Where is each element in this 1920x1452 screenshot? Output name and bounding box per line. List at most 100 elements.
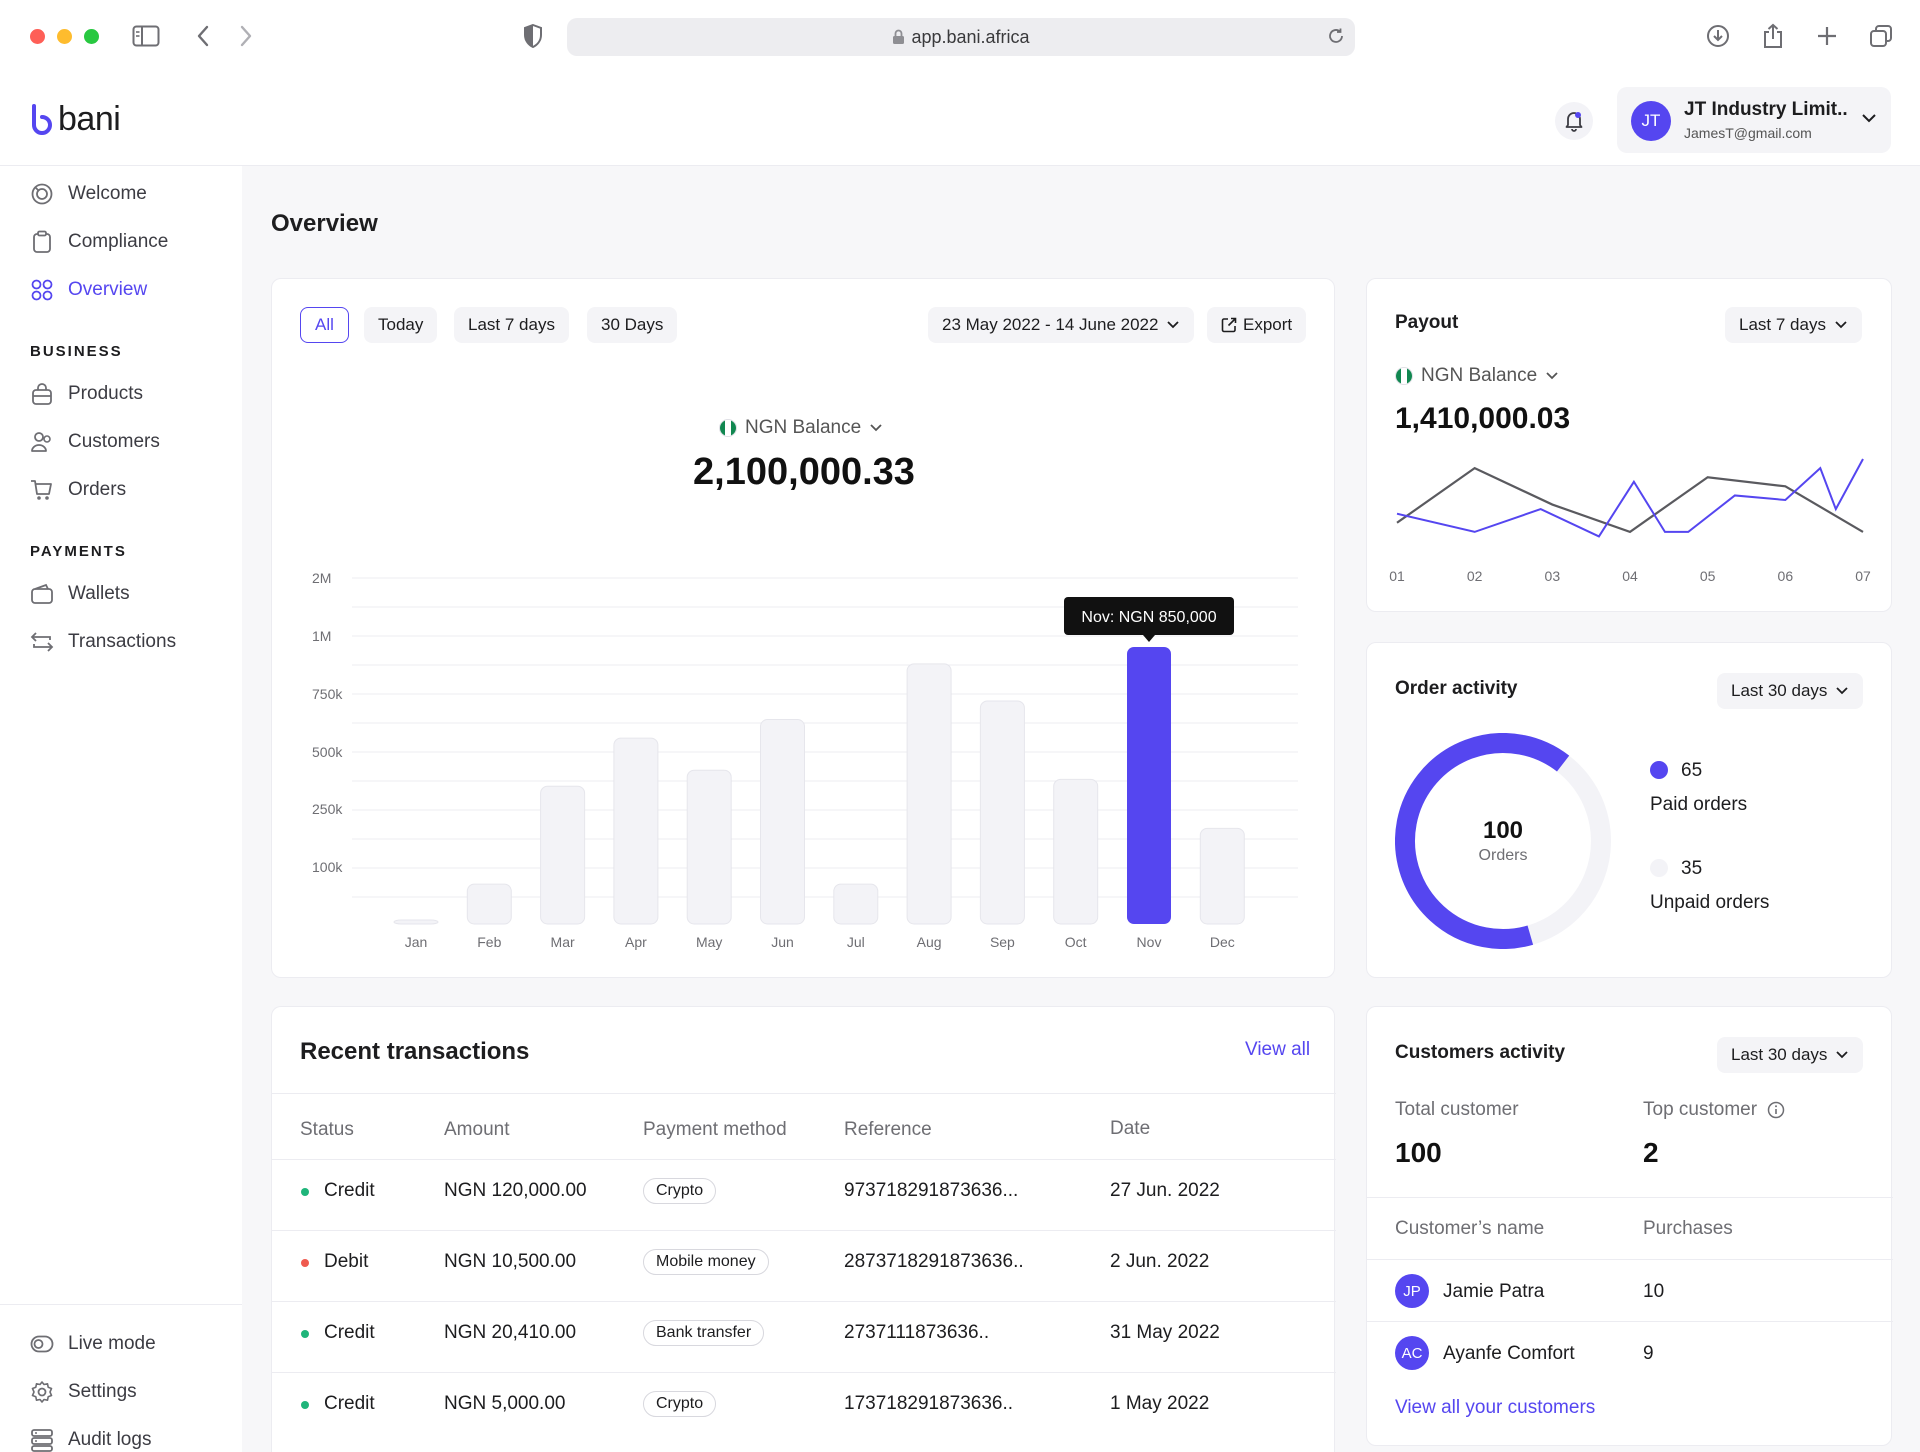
date-range-picker[interactable]: 23 May 2022 - 14 June 2022 bbox=[928, 307, 1195, 343]
x-tick-label: Sep bbox=[990, 934, 1015, 950]
close-window-button[interactable] bbox=[30, 29, 45, 44]
bar-tooltip-text: Nov: NGN 850,000 bbox=[1081, 609, 1216, 626]
view-all-customers-link[interactable]: View all your customers bbox=[1395, 1397, 1596, 1418]
chevron-down-icon bbox=[1862, 114, 1876, 123]
filter-today-button[interactable]: Today bbox=[364, 307, 438, 343]
x-tick-label: Jul bbox=[847, 934, 865, 950]
sidebar-item-label: Transactions bbox=[68, 631, 177, 652]
account-switcher[interactable]: JT JT Industry Limit.. JamesT@gmail.com bbox=[1617, 87, 1891, 153]
filter-30-days-button[interactable]: 30 Days bbox=[587, 307, 678, 343]
orders-donut-chart bbox=[1395, 733, 1611, 949]
bar-jan bbox=[393, 919, 439, 925]
info-icon[interactable] bbox=[1767, 1101, 1785, 1119]
monthly-bar-chart: 2M 1M 750k 500k 250k 100k Jan Feb Mar Apr May Jun Ju… bbox=[312, 570, 1298, 950]
maximize-window-button[interactable] bbox=[84, 29, 99, 44]
sidebar-item-transactions[interactable]: Transactions bbox=[30, 630, 176, 654]
sidebar-item-label: Compliance bbox=[68, 231, 169, 252]
filter-all-button[interactable]: All bbox=[300, 307, 349, 343]
sidebar-item-customers[interactable]: Customers bbox=[30, 430, 160, 454]
order-activity-title: Order activity bbox=[1395, 678, 1518, 699]
customers-activity-card: Customers activity Last 30 days Total cu… bbox=[1366, 1006, 1893, 1446]
bar-feb bbox=[466, 883, 512, 925]
customer-avatar: JP bbox=[1395, 1274, 1429, 1308]
external-link-icon bbox=[1221, 317, 1237, 333]
back-icon[interactable] bbox=[185, 18, 221, 54]
row-divider bbox=[272, 1159, 1336, 1160]
bar-tooltip-arrow bbox=[1143, 635, 1155, 642]
bar-sep bbox=[979, 700, 1025, 925]
sidebar-item-compliance[interactable]: Compliance bbox=[30, 230, 168, 254]
payout-series-gray bbox=[1396, 466, 1864, 534]
share-icon[interactable] bbox=[1755, 18, 1791, 54]
column-header-payment-method: Payment method bbox=[643, 1119, 787, 1140]
payout-series-purple bbox=[1396, 458, 1864, 538]
sidebar-item-label: Customers bbox=[68, 431, 160, 452]
transaction-date: 2 Jun. 2022 bbox=[1110, 1251, 1210, 1272]
nigeria-flag-icon bbox=[719, 419, 737, 437]
sidebar-item-products[interactable]: Products bbox=[30, 382, 143, 406]
account-email: JamesT@gmail.com bbox=[1684, 125, 1812, 141]
notifications-button[interactable] bbox=[1555, 102, 1593, 140]
unpaid-count: 35 bbox=[1681, 858, 1703, 879]
grid-icon bbox=[30, 278, 54, 302]
welcome-icon bbox=[30, 182, 54, 206]
customers-period-dropdown[interactable]: Last 30 days bbox=[1717, 1037, 1864, 1073]
bani-logo[interactable]: bani bbox=[30, 100, 121, 139]
transaction-status: Credit bbox=[324, 1322, 375, 1343]
export-button[interactable]: Export bbox=[1207, 307, 1307, 343]
row-divider bbox=[272, 1372, 1336, 1373]
page-title: Overview bbox=[271, 210, 378, 237]
payout-x-label: 03 bbox=[1545, 568, 1561, 584]
balance-label: NGN Balance bbox=[745, 417, 862, 438]
x-tick-label: Oct bbox=[1065, 934, 1087, 950]
sidebar-item-label: Welcome bbox=[68, 183, 147, 204]
shield-icon[interactable] bbox=[515, 18, 551, 54]
tab-overview-icon[interactable] bbox=[1863, 18, 1899, 54]
minimize-window-button[interactable] bbox=[57, 29, 72, 44]
sidebar-toggle-icon[interactable] bbox=[128, 18, 164, 54]
recent-transactions-card: Recent transactions View all Status Amou… bbox=[271, 1006, 1336, 1452]
new-tab-icon[interactable] bbox=[1809, 18, 1845, 54]
paid-label: Paid orders bbox=[1650, 794, 1748, 815]
sidebar-item-live-mode[interactable]: Live mode bbox=[30, 1332, 156, 1356]
forward-icon[interactable] bbox=[228, 18, 264, 54]
sidebar-item-wallets[interactable]: Wallets bbox=[30, 582, 130, 606]
customer-purchases: 9 bbox=[1643, 1343, 1654, 1364]
sidebar-item-overview[interactable]: Overview bbox=[30, 278, 147, 302]
total-customer-label-text: Total customer bbox=[1395, 1099, 1519, 1120]
view-all-transactions-link[interactable]: View all bbox=[1245, 1039, 1311, 1060]
reload-icon[interactable] bbox=[1327, 27, 1345, 45]
download-icon[interactable] bbox=[1700, 18, 1736, 54]
sidebar-item-welcome[interactable]: Welcome bbox=[30, 182, 147, 206]
status-dot bbox=[301, 1188, 309, 1196]
sidebar-item-label: Wallets bbox=[68, 583, 130, 604]
chevron-down-icon bbox=[1835, 321, 1847, 329]
transaction-status: Credit bbox=[324, 1393, 375, 1414]
row-divider bbox=[1367, 1321, 1893, 1322]
payout-period-dropdown[interactable]: Last 7 days bbox=[1725, 307, 1862, 343]
column-header-reference: Reference bbox=[844, 1119, 932, 1140]
sidebar-item-audit-logs[interactable]: Audit logs bbox=[30, 1428, 151, 1452]
gear-icon bbox=[30, 1380, 54, 1404]
sidebar: Welcome Compliance Overview BUSINESS Pro… bbox=[0, 166, 242, 1452]
balance-currency-selector[interactable]: NGN Balance bbox=[719, 417, 883, 439]
transaction-reference: 2873718291873636.. bbox=[844, 1251, 1024, 1272]
sidebar-item-label: Audit logs bbox=[68, 1429, 152, 1450]
date-range-text: 23 May 2022 - 14 June 2022 bbox=[942, 315, 1159, 334]
bag-icon bbox=[30, 382, 54, 406]
payments-section-heading: PAYMENTS bbox=[30, 543, 127, 560]
payout-card: Payout Last 7 days NGN Balance 1,410,000… bbox=[1366, 278, 1892, 612]
x-tick-label: May bbox=[696, 934, 722, 950]
payment-method-badge: Crypto bbox=[643, 1391, 717, 1417]
order-period-label: Last 30 days bbox=[1731, 681, 1828, 700]
payment-method-badge: Bank transfer bbox=[643, 1320, 765, 1346]
address-bar[interactable]: app.bani.africa bbox=[567, 18, 1355, 56]
bar-apr bbox=[613, 737, 659, 925]
browser-toolbar: app.bani.africa bbox=[0, 0, 1920, 74]
balance-value: 2,100,000.33 bbox=[693, 451, 915, 493]
filter-last-7-days-button[interactable]: Last 7 days bbox=[454, 307, 569, 343]
sidebar-item-settings[interactable]: Settings bbox=[30, 1380, 137, 1404]
payout-currency-selector[interactable]: NGN Balance bbox=[1395, 365, 1559, 387]
sidebar-item-orders[interactable]: Orders bbox=[30, 478, 126, 502]
order-period-dropdown[interactable]: Last 30 days bbox=[1717, 673, 1864, 709]
